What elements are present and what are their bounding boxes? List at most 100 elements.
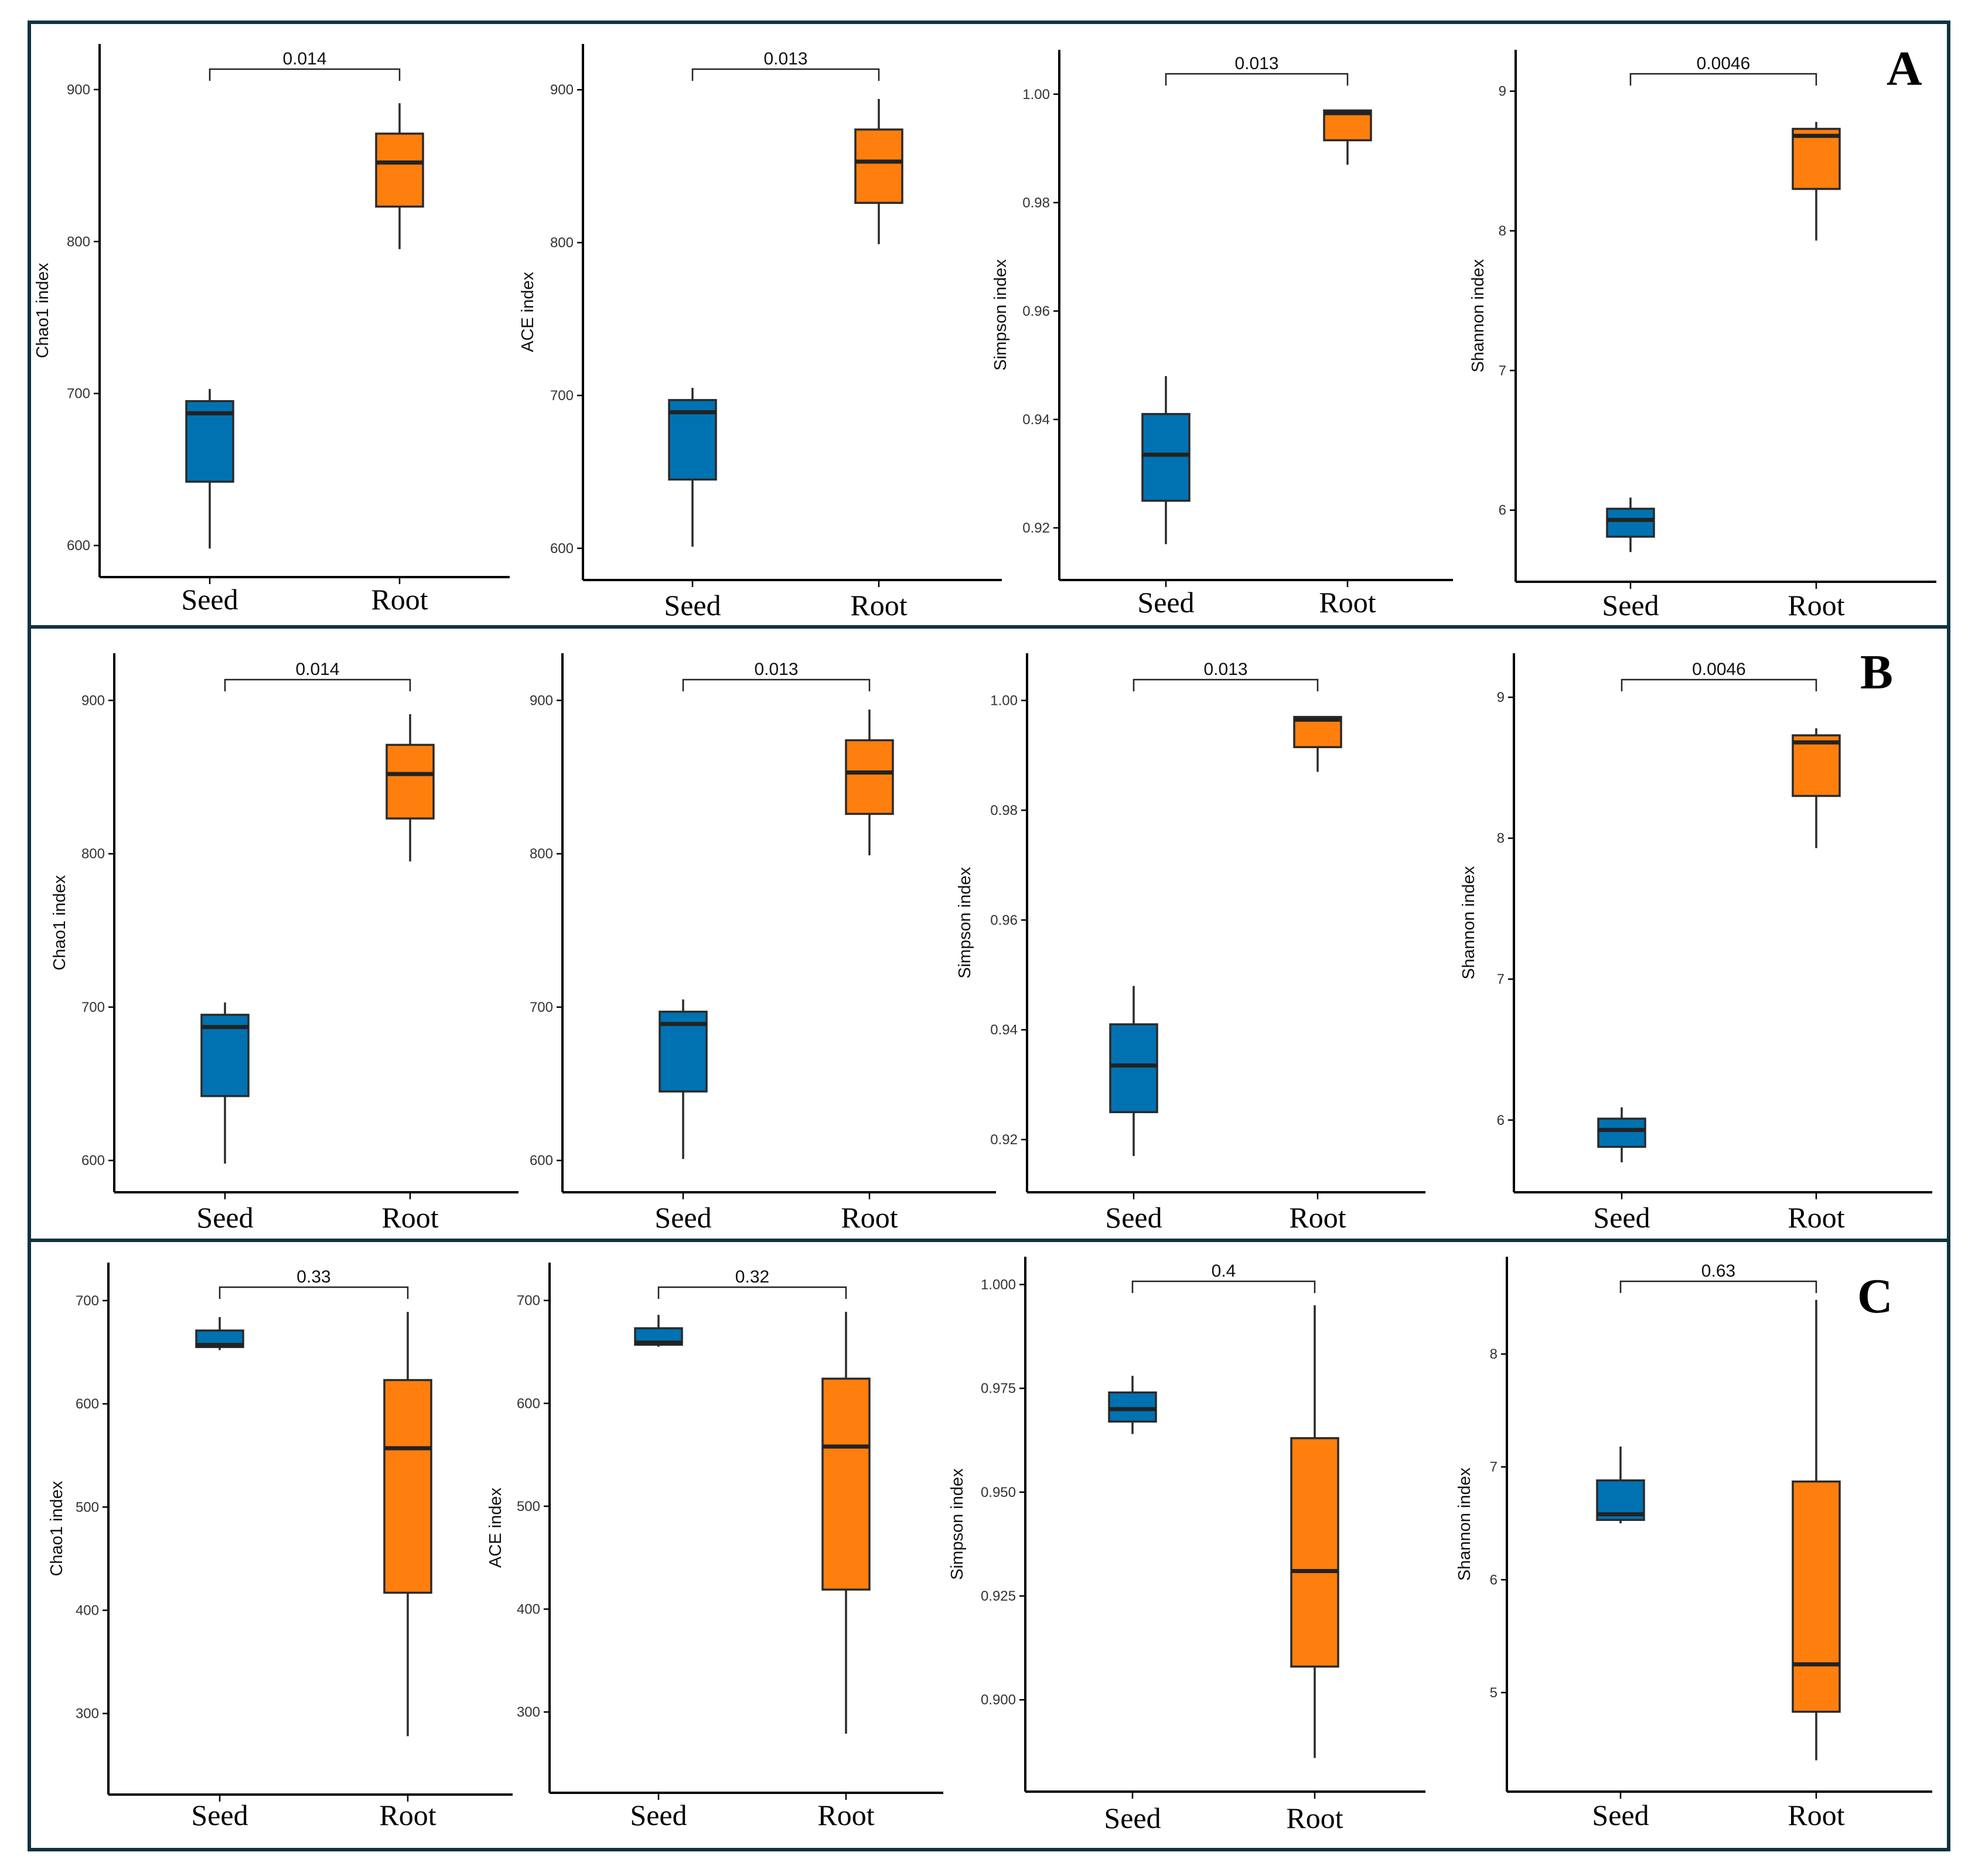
significance-bracket: [1629, 73, 1817, 86]
y-tick-label: 0.96: [990, 912, 1018, 928]
p-value-label: 0.013: [1203, 660, 1247, 679]
box-root: [383, 1379, 432, 1594]
y-tick-label: 0.96: [1022, 303, 1050, 319]
y-tick-label: 8: [1499, 223, 1506, 239]
boxplot-a-2: 600 700 800 900 ACE index Seed Root 0.013: [519, 44, 1002, 622]
box-root: [1792, 128, 1841, 190]
y-tick-label: 500: [517, 1499, 540, 1515]
category-label-root: Root: [1286, 1802, 1343, 1834]
box-root: [1323, 109, 1372, 142]
y-tick-label: 0.900: [981, 1692, 1016, 1708]
category-label-seed: Seed: [1593, 1201, 1650, 1234]
y-tick-label: 400: [76, 1602, 99, 1618]
boxplot-b-3: 0.92 0.94 0.96 0.98 1.00 Simpson index Seed Roo…: [956, 653, 1425, 1234]
p-value-label: 0.014: [282, 49, 326, 69]
y-tick-label: 600: [517, 1396, 540, 1411]
significance-bracket: [1165, 73, 1349, 86]
y-tick-label: 300: [517, 1704, 540, 1720]
category-label-root: Root: [379, 1799, 436, 1831]
y-axis-label: Chao1 index: [47, 1481, 66, 1576]
y-tick-label: 800: [530, 846, 553, 862]
significance-bracket: [1131, 1280, 1316, 1293]
y-axis-label: Shannon index: [1469, 259, 1488, 373]
y-tick-label: 800: [67, 234, 90, 250]
y-tick-label: 9: [1497, 690, 1505, 705]
panel-letter-b: B: [1860, 645, 1893, 700]
y-tick-label: 400: [517, 1601, 540, 1617]
y-tick-label: 1.000: [981, 1277, 1016, 1292]
p-value-label: 0.014: [295, 660, 339, 679]
category-label-seed: Seed: [196, 1201, 253, 1234]
significance-bracket: [1619, 1280, 1817, 1293]
box-seed: [1108, 1391, 1157, 1423]
y-tick-label: 900: [530, 693, 553, 708]
y-tick-label: 700: [76, 1293, 99, 1309]
box-root: [845, 739, 894, 815]
category-label-seed: Seed: [1602, 589, 1659, 622]
p-value-label: 0.4: [1212, 1261, 1236, 1281]
y-tick-label: 0.950: [981, 1485, 1016, 1500]
y-tick-label: 600: [67, 538, 90, 554]
y-tick-label: 8: [1497, 831, 1505, 847]
y-tick-label: 6: [1490, 1572, 1498, 1588]
category-label-seed: Seed: [664, 589, 721, 622]
boxplot-c-2: 300 400 500 600 700 ACE index Seed Root 0.32: [486, 1263, 943, 1831]
y-tick-label: 500: [76, 1499, 99, 1515]
category-label-seed: Seed: [1592, 1799, 1649, 1831]
y-tick-label: 800: [81, 846, 105, 862]
y-tick-label: 0.98: [1022, 195, 1050, 211]
y-tick-label: 6: [1499, 503, 1506, 519]
y-axis-label: Shannon index: [1455, 1467, 1474, 1581]
box-root: [1792, 734, 1841, 797]
significance-bracket: [209, 68, 401, 81]
y-tick-label: 5: [1490, 1685, 1498, 1701]
significance-bracket: [657, 1286, 847, 1299]
boxplot-b-2: 600 700 800 900 Seed Root 0.013: [530, 653, 996, 1234]
significance-bracket: [224, 678, 411, 691]
category-label-root: Root: [850, 589, 907, 622]
y-tick-label: 800: [550, 235, 574, 251]
category-label-root: Root: [1788, 1799, 1844, 1831]
p-value-label: 0.013: [1234, 54, 1278, 73]
boxplot-layer: 600 700 800 900 Chao1 index Seed Root 0.014 600 7…: [33, 44, 1936, 1834]
y-tick-label: 6: [1497, 1113, 1505, 1128]
boxplot-b-1: 600 700 800 900 Chao1 index Seed Root 0.014: [50, 653, 519, 1234]
category-label-root: Root: [1788, 589, 1844, 622]
category-label-seed: Seed: [654, 1201, 711, 1234]
y-tick-label: 600: [530, 1153, 553, 1169]
y-tick-label: 1.00: [990, 693, 1018, 709]
box-root: [1290, 1437, 1339, 1668]
y-tick-label: 0.92: [1022, 520, 1050, 536]
y-tick-label: 1.00: [1022, 87, 1050, 103]
significance-bracket: [682, 678, 871, 691]
y-tick-label: 700: [530, 1000, 553, 1015]
y-axis-label: Simpson index: [948, 1468, 967, 1580]
category-label-root: Root: [1788, 1201, 1844, 1234]
y-tick-label: 900: [67, 82, 90, 98]
significance-bracket: [1133, 678, 1319, 691]
boxplot-c-4: 5 6 7 8 Shannon index Seed Root 0.63: [1455, 1257, 1932, 1831]
box-root: [821, 1377, 871, 1591]
category-label-seed: Seed: [181, 583, 238, 616]
p-value-label: 0.32: [735, 1267, 769, 1287]
y-tick-label: 7: [1497, 971, 1505, 987]
boxplot-b-4: 6 7 8 9 Shannon index Seed Root 0.0046: [1459, 653, 1932, 1234]
y-axis-label: Simpson index: [956, 867, 974, 978]
boxplot-c-3: 0.900 0.925 0.950 0.975 1.000 Simpson index Se…: [948, 1257, 1425, 1834]
significance-bracket: [219, 1286, 409, 1299]
box-root: [386, 743, 435, 820]
panel-letter-a: A: [1887, 42, 1922, 96]
p-value-label: 0.33: [296, 1267, 330, 1287]
panel-letter-c: C: [1857, 1269, 1893, 1324]
y-tick-label: 700: [67, 386, 90, 402]
category-label-root: Root: [1319, 586, 1376, 619]
boxplot-c-1: 300 400 500 600 700 Chao1 index Seed Root 0.33: [47, 1263, 513, 1831]
boxplot-a-3: 0.92 0.94 0.96 0.98 1.00 Simpson index Seed Roo…: [991, 50, 1453, 619]
y-axis-label: Simpson index: [991, 259, 1010, 371]
y-tick-label: 0.98: [990, 803, 1018, 818]
y-tick-label: 8: [1490, 1346, 1498, 1362]
y-tick-label: 0.94: [990, 1022, 1018, 1038]
boxplot-a-1: 600 700 800 900 Chao1 index Seed Root 0.014: [33, 44, 510, 616]
